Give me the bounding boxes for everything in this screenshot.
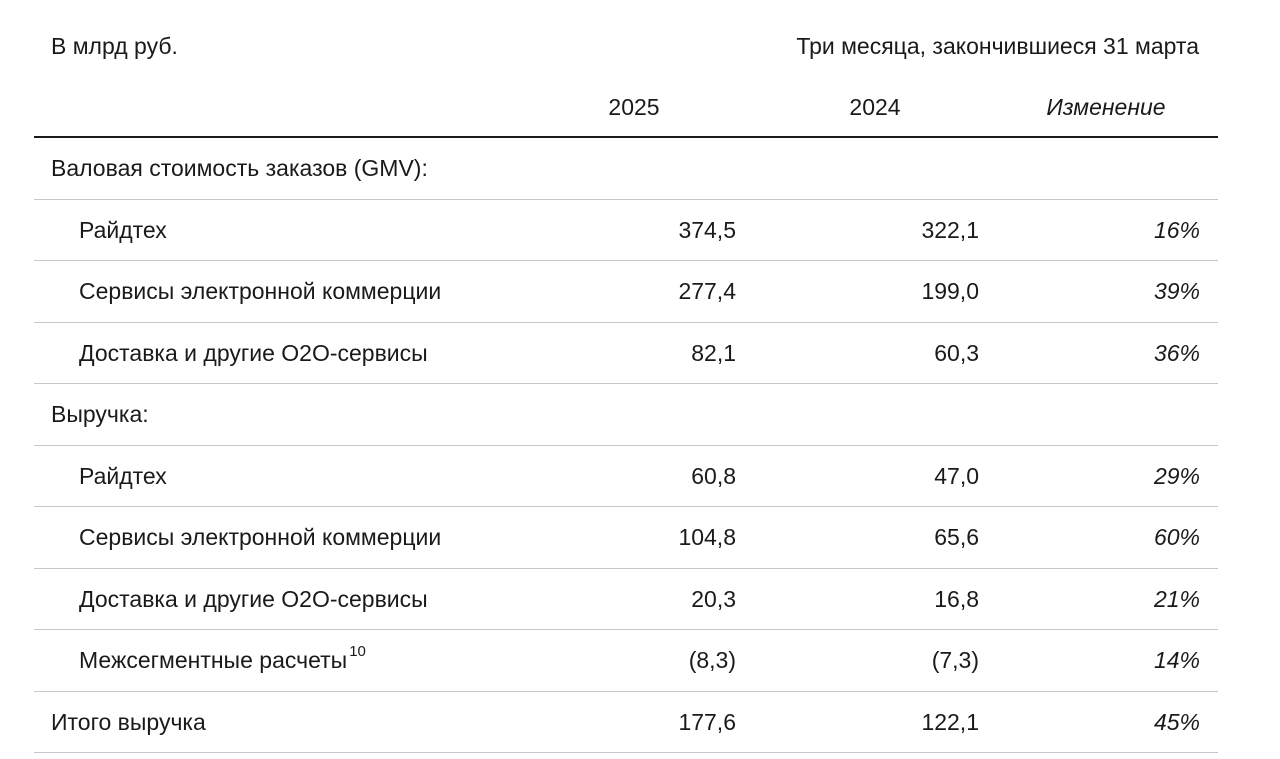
value-2025: 374,5 — [678, 216, 736, 243]
row-label-text: Межсегментные расчеты — [79, 647, 348, 673]
table-row-revenue-heading: Выручка: — [34, 384, 1218, 446]
table-row-total: Итого выручка 177,6 122,1 45% — [34, 692, 1218, 753]
value-change: 14% — [1153, 647, 1200, 673]
value-2024: 47,0 — [934, 462, 979, 489]
header-divider — [34, 136, 1218, 138]
table-row: Межсегментные расчеты 10 (8,3) (7,3) 14% — [34, 630, 1218, 692]
table-row-gmv-heading: Валовая стоимость заказов (GMV): — [34, 138, 1218, 200]
table-row: Сервисы электронной коммерции 277,4 199,… — [34, 261, 1218, 323]
column-header-change: Изменение — [1046, 94, 1166, 120]
value-change: 16% — [1153, 216, 1200, 243]
value-change: 39% — [1153, 278, 1200, 304]
column-header-2025: 2025 — [608, 94, 660, 120]
value-change: 45% — [1153, 708, 1200, 735]
value-2024: (7,3) — [931, 647, 979, 673]
value-change: 60% — [1153, 524, 1200, 550]
row-label: Межсегментные расчеты 10 — [79, 643, 366, 674]
value-2025: 20,3 — [691, 585, 736, 612]
value-2025: 104,8 — [678, 524, 736, 550]
row-label: Райдтех — [79, 216, 167, 243]
table-row: Доставка и другие O2O-сервисы 20,3 16,8 … — [34, 569, 1218, 630]
value-2024: 322,1 — [921, 216, 979, 243]
footnote-marker: 10 — [349, 643, 366, 660]
value-change: 21% — [1153, 585, 1200, 612]
value-change: 36% — [1153, 339, 1200, 366]
row-label: Выручка: — [51, 401, 149, 427]
row-label: Сервисы электронной коммерции — [79, 524, 442, 550]
table-row: Райдтех 374,5 322,1 16% — [34, 200, 1218, 261]
row-label: Сервисы электронной коммерции — [79, 278, 442, 304]
row-label: Доставка и другие O2O-сервисы — [79, 339, 428, 366]
table-row: Райдтех 60,8 47,0 29% — [34, 446, 1218, 507]
column-header-2024: 2024 — [849, 94, 901, 120]
value-2024: 122,1 — [921, 708, 979, 735]
value-2025: 60,8 — [691, 462, 736, 489]
table-row: Сервисы электронной коммерции 104,8 65,6… — [34, 507, 1218, 569]
value-2024: 60,3 — [934, 339, 979, 366]
row-label: Райдтех — [79, 462, 167, 489]
row-label: Валовая стоимость заказов (GMV): — [51, 155, 428, 181]
value-2025: (8,3) — [688, 647, 736, 673]
row-label: Итого выручка — [51, 708, 206, 735]
row-label: Доставка и другие O2O-сервисы — [79, 585, 428, 612]
value-2025: 277,4 — [678, 278, 736, 304]
value-change: 29% — [1153, 462, 1200, 489]
table-row: Доставка и другие O2O-сервисы 82,1 60,3 … — [34, 323, 1218, 384]
value-2024: 16,8 — [934, 585, 979, 612]
units-label: В млрд руб. — [51, 33, 178, 59]
value-2025: 177,6 — [678, 708, 736, 735]
value-2025: 82,1 — [691, 339, 736, 366]
value-2024: 199,0 — [921, 278, 979, 304]
period-label: Три месяца, закончившиеся 31 марта — [796, 33, 1199, 59]
value-2024: 65,6 — [934, 524, 979, 550]
financial-table: Валовая стоимость заказов (GMV): Райдтех… — [34, 138, 1218, 753]
